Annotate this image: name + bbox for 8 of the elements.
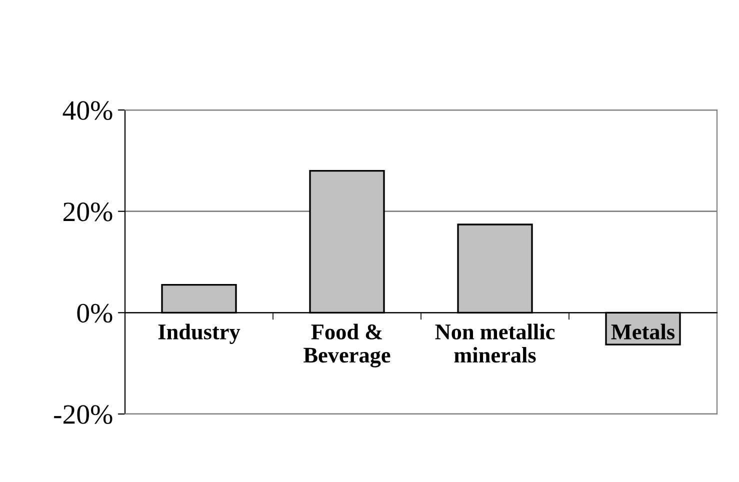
y-tick-label: 20% <box>64 202 112 222</box>
x-tick-label: Metals <box>611 324 675 340</box>
y-tick-label: -20% <box>54 405 112 424</box>
x-tick-label: Non metallic minerals <box>435 324 555 363</box>
y-tick-label: 0% <box>77 304 112 323</box>
x-tick-label: Industry <box>158 324 240 344</box>
x-tick-label: Food & Beverage <box>304 324 390 368</box>
y-tick-label: 40% <box>62 101 112 120</box>
